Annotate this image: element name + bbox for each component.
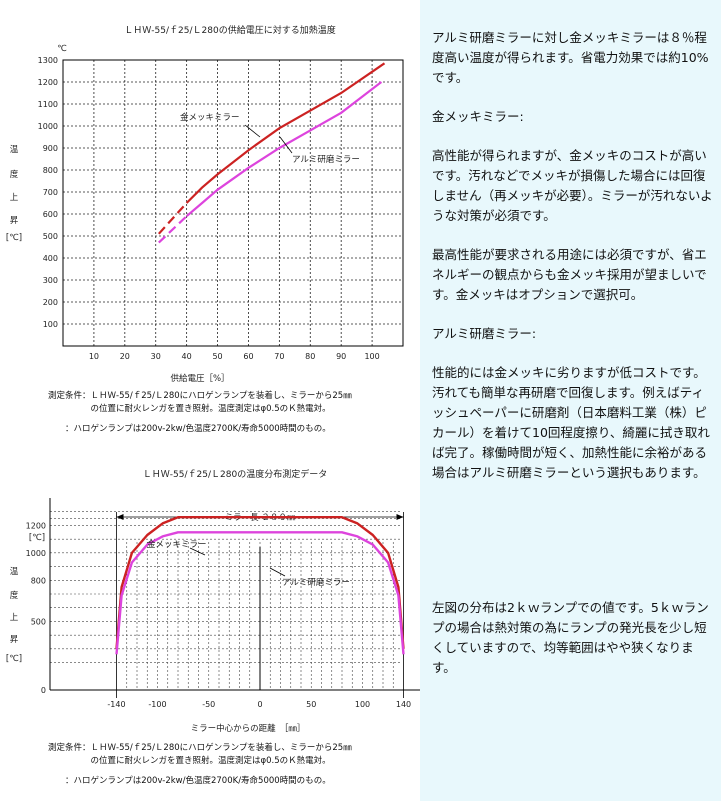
- measurement-conditions: 測定条件：ＬＨＷ-55/ｆ25/Ｌ280にハロゲンランプを装着し、ミラーから25…: [0, 742, 420, 788]
- grid-lines: [49, 498, 420, 698]
- x-tick-label: 80: [305, 352, 315, 361]
- series-line-gold-dashed: [157, 202, 188, 235]
- series-lines: [157, 62, 386, 244]
- series-leader-aluminum: [269, 567, 286, 577]
- x-tick-label: 140: [396, 700, 411, 709]
- x-axis-label: 供給電圧［%］: [170, 373, 229, 384]
- x-tick-label: 50: [212, 352, 222, 361]
- y-tick-label: 900: [43, 144, 58, 153]
- tick-labels: -140 -100 -50 0 50 100 140 0 500 800 1000 1200: [26, 521, 412, 709]
- aluminum-paragraph: 性能的には金メッキに劣りますが低コストです。汚れても簡単な再研磨で回復します。例…: [432, 365, 710, 480]
- y-tick-label: 300: [43, 276, 58, 285]
- condition-line: 測定条件：ＬＨＷ-55/ｆ25/Ｌ280にハロゲンランプを装着し、ミラーから25…: [48, 391, 352, 401]
- gold-heading: 金メッキミラー:: [432, 109, 524, 124]
- x-tick-label: -140: [107, 700, 125, 709]
- x-tick-label: -50: [202, 700, 215, 709]
- series-leader-aluminum: [279, 136, 293, 154]
- series-label-gold: 金メッキミラー: [147, 539, 207, 550]
- distribution-note-paragraph: 左図の分布は2ｋｗランプでの値です。5ｋｗランプの場合は熱対策の為にランプの発光…: [432, 600, 709, 675]
- grid-lines: [62, 59, 404, 347]
- x-tick-label: 60: [243, 352, 253, 361]
- condition-line: の位置に耐火レンガを置き照射。温度測定はφ0.5のＫ熱電対。: [48, 756, 331, 766]
- y-label-char: 上: [10, 193, 19, 203]
- gold-recommendation-paragraph: 最高性能が要求される用途には必須ですが、省エネルギーの観点からも金メッキ採用が望…: [432, 247, 707, 302]
- span-arrow-right: [396, 514, 404, 520]
- y-tick-label: 200: [43, 298, 58, 307]
- series-line-aluminum-dashed: [158, 215, 188, 244]
- y-label-char: [℃]: [6, 654, 22, 664]
- y-unit-label: ℃: [57, 44, 67, 54]
- y-label-char: [℃]: [29, 533, 45, 543]
- y-label-char: 昇: [10, 216, 19, 226]
- x-tick-label: 20: [120, 352, 130, 361]
- y-tick-label: 1200: [38, 78, 58, 87]
- tick-labels: 10 20 30 40 50 60 70 80 90 100 100 200 300 400 500 600 7…: [38, 56, 380, 361]
- y-tick-label: 500: [43, 232, 58, 241]
- description-text: アルミ研磨ミラーに対し金メッキミラーは８％程度高い温度が得られます。省電力効果で…: [432, 28, 716, 502]
- y-tick-label: 800: [43, 166, 58, 175]
- series-line-aluminum: [115, 531, 405, 655]
- gold-paragraph: 高性能が得られますが、金メッキのコストが高いです。汚れなどでメッキが損傷した場合…: [432, 148, 713, 223]
- series-label-aluminum: アルミ研磨ミラー: [292, 154, 360, 165]
- y-label-char: 温: [10, 144, 19, 155]
- series-line-gold: [115, 515, 405, 649]
- y-label-char: 温: [10, 566, 19, 577]
- condition-line: の位置に耐火レンガを置き照射。温度測定はφ0.5のＫ熱電対。: [48, 404, 331, 414]
- x-tick-label: 10: [89, 352, 99, 361]
- x-tick-label: 90: [336, 352, 346, 361]
- distribution-note: 左図の分布は2ｋｗランプでの値です。5ｋｗランプの場合は熱対策の為にランプの発光…: [432, 598, 716, 697]
- condition-line: ：ハロゲンランプは200v-2kw/色温度2700K/寿命5000時間のもの。: [48, 776, 331, 786]
- summary-paragraph: アルミ研磨ミラーに対し金メッキミラーは８％程度高い温度が得られます。省電力効果で…: [432, 30, 709, 85]
- series-leader-gold: [244, 124, 261, 138]
- series-label-aluminum: アルミ研磨ミラー: [282, 577, 350, 588]
- y-label-char: 昇: [10, 635, 19, 645]
- y-tick-label: 1200: [26, 521, 46, 530]
- y-tick-label: 1000: [26, 549, 46, 558]
- y-tick-label: 1000: [38, 122, 58, 131]
- y-tick-label: 0: [41, 686, 46, 695]
- chart-title: ＬＨＷ-55/ｆ25/Ｌ280の温度分布測定データ: [143, 468, 327, 480]
- chart-title: ＬＨＷ-55/ｆ25/Ｌ280の供給電圧に対する加熱温度: [124, 24, 335, 36]
- y-tick-label: 600: [43, 210, 58, 219]
- series-label-gold: 金メッキミラー: [180, 112, 240, 123]
- condition-line: 測定条件：ＬＨＷ-55/ｆ25/Ｌ280にハロゲンランプを装着し、ミラーから25…: [48, 743, 352, 753]
- y-label-char: 度: [10, 169, 19, 180]
- x-tick-label: -100: [148, 700, 166, 709]
- y-tick-label: 700: [43, 188, 58, 197]
- series-line-aluminum: [185, 81, 383, 218]
- y-label-char: 上: [10, 613, 19, 623]
- y-label-char: [℃]: [6, 233, 22, 243]
- y-tick-label: 500: [31, 617, 46, 626]
- x-tick-label: 100: [364, 352, 379, 361]
- series-lines: [115, 515, 405, 655]
- x-tick-label: 40: [182, 352, 192, 361]
- y-tick-label: 400: [43, 254, 58, 263]
- y-label-char: 度: [10, 590, 19, 601]
- measurement-conditions: 測定条件：ＬＨＷ-55/ｆ25/Ｌ280にハロゲンランプを装着し、ミラーから25…: [0, 390, 420, 436]
- series-line-gold: [185, 62, 386, 204]
- plot-frame: [62, 59, 404, 347]
- x-tick-label: 100: [355, 700, 370, 709]
- x-tick-label: 30: [151, 352, 161, 361]
- x-tick-label: 50: [306, 700, 316, 709]
- series-leader-gold: [189, 547, 206, 556]
- span-arrow-left: [116, 514, 124, 520]
- aluminum-heading: アルミ研磨ミラー:: [432, 326, 537, 341]
- y-tick-label: 1300: [38, 56, 58, 65]
- x-axis-label: ミラー中心からの距離 ［㎜］: [191, 723, 306, 734]
- y-tick-label: 800: [31, 576, 46, 585]
- x-tick-label: 0: [257, 700, 262, 709]
- voltage-chart-panel: ＬＨＷ-55/ｆ25/Ｌ280の供給電圧に対する加熱温度 ℃ 温度上昇 [℃] 1…: [0, 0, 420, 452]
- distribution-chart-panel: ＬＨＷ-55/ｆ25/Ｌ280の温度分布測定データ [℃] 温度上昇 [℃] -14…: [0, 452, 420, 801]
- x-tick-label: 70: [274, 352, 284, 361]
- condition-line: ：ハロゲンランプは200v-2kw/色温度2700K/寿命5000時間のもの。: [48, 424, 331, 434]
- y-tick-label: 1100: [38, 100, 58, 109]
- y-tick-label: 100: [43, 320, 58, 329]
